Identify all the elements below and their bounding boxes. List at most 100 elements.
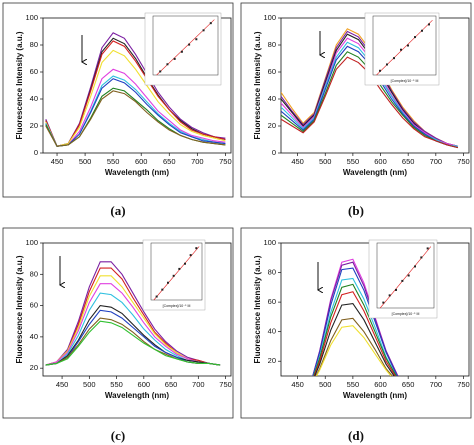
- inset-point: [395, 288, 397, 291]
- panel-border: [240, 2, 472, 198]
- y-tick-label: 100: [263, 238, 276, 247]
- spectrum-line: [45, 320, 221, 366]
- spectrum-line: [45, 40, 226, 147]
- y-tick-label: 60: [30, 67, 38, 76]
- x-tick-label: 700: [430, 157, 443, 166]
- spectrum-line: [45, 49, 226, 147]
- spectrum-line: [45, 90, 226, 147]
- inset-frame: [152, 15, 219, 76]
- inset-point: [172, 274, 175, 277]
- panel-caption: (a): [110, 203, 125, 218]
- inset-bg: [144, 12, 222, 86]
- inset-point: [195, 247, 198, 250]
- y-tick-label: 60: [268, 297, 276, 306]
- inset-point: [166, 63, 169, 66]
- panel-border: [2, 227, 234, 419]
- inset-point: [167, 281, 169, 284]
- y-tick-label: 80: [30, 40, 38, 49]
- x-tick-label: 600: [374, 380, 387, 389]
- x-axis-label: Wavelength (nm): [343, 391, 407, 400]
- spectrum-line: [45, 68, 226, 147]
- spectrum-line: [312, 267, 398, 376]
- x-tick-label: 750: [457, 157, 470, 166]
- panel-border: [2, 2, 234, 198]
- spectrum-line: [45, 283, 221, 366]
- inset-point: [393, 57, 395, 60]
- spectrum-line: [314, 302, 395, 376]
- y-tick-label: 40: [268, 94, 276, 103]
- inset-point: [189, 254, 192, 257]
- inset-point: [209, 22, 212, 25]
- y-tick-label: 40: [30, 94, 38, 103]
- x-tick-label: 650: [402, 157, 415, 166]
- panel: 450 500 550 600 650 700 750 20 40 60 80 100 Waveleng…: [2, 227, 234, 419]
- plot-frame: [42, 17, 232, 154]
- spectrum-line: [45, 78, 226, 147]
- y-axis-label: Fluorescence Intensity (a.u.): [253, 31, 262, 139]
- x-axis-label: Wavelength (nm): [105, 391, 169, 400]
- inset-point: [180, 50, 183, 53]
- panel-caption: (d): [348, 428, 364, 443]
- inset-fit-line: [379, 246, 432, 309]
- y-tick-label: 40: [268, 327, 276, 336]
- y-axis-label: Fluorescence Intensity (a.u.): [15, 31, 24, 139]
- y-axis-label: Fluorescence Intensity (a.u.): [15, 255, 24, 363]
- x-tick-label: 750: [219, 157, 232, 166]
- inset-fit-line: [376, 19, 433, 76]
- spectrum-line: [313, 283, 397, 376]
- plot-frame: [42, 242, 232, 377]
- inset-point: [382, 301, 385, 304]
- inset-point: [414, 36, 416, 39]
- inset-point: [401, 279, 404, 282]
- x-axis-label: Wavelength (nm): [105, 168, 169, 177]
- inset-point: [195, 38, 198, 41]
- spectrum-line: [315, 317, 393, 376]
- panel: 450 500 550 600 650 700 750 0 20 40 60 80 100 Wavelen…: [240, 2, 472, 198]
- panel-caption: (c): [111, 428, 125, 443]
- spectrum-line: [315, 325, 392, 376]
- inset-point: [420, 256, 423, 259]
- inset-point: [178, 267, 181, 270]
- inset-point: [407, 44, 409, 47]
- spectrum-line: [45, 261, 221, 366]
- x-tick-label: 700: [192, 380, 205, 389]
- panel-border: [240, 227, 472, 419]
- inset-point: [386, 63, 388, 66]
- x-tick-label: 450: [291, 380, 304, 389]
- x-tick-label: 500: [83, 380, 96, 389]
- x-tick-label: 550: [347, 157, 360, 166]
- y-tick-label: 100: [263, 13, 276, 22]
- inset-point: [426, 247, 429, 250]
- inset-point: [159, 70, 162, 73]
- inset-frame: [376, 242, 435, 309]
- x-tick-label: 600: [138, 380, 151, 389]
- x-tick-label: 500: [319, 157, 332, 166]
- inset-x-label: [Complex]/10⁻⁵ M: [163, 304, 191, 308]
- x-tick-label: 550: [110, 380, 123, 389]
- x-tick-label: 700: [191, 157, 204, 166]
- x-tick-label: 650: [163, 157, 176, 166]
- x-tick-label: 700: [430, 380, 443, 389]
- x-tick-label: 650: [402, 380, 415, 389]
- spectrum-line: [312, 261, 399, 376]
- inset-point: [407, 274, 410, 277]
- x-tick-label: 450: [56, 380, 69, 389]
- y-tick-label: 0: [272, 148, 276, 157]
- x-tick-label: 550: [107, 157, 120, 166]
- spectrum-line: [313, 291, 396, 376]
- inset-point: [421, 29, 423, 32]
- y-tick-label: 20: [268, 121, 276, 130]
- y-tick-label: 80: [268, 268, 276, 277]
- inset-fit-line: [156, 19, 215, 76]
- y-tick-label: 20: [30, 121, 38, 130]
- y-tick-label: 0: [34, 148, 38, 157]
- y-tick-label: 80: [268, 40, 276, 49]
- inset-point: [188, 43, 191, 46]
- y-tick-label: 20: [268, 356, 276, 365]
- inset-point: [155, 295, 158, 298]
- y-tick-label: 60: [30, 301, 38, 310]
- x-tick-label: 750: [219, 380, 232, 389]
- x-tick-label: 750: [457, 380, 470, 389]
